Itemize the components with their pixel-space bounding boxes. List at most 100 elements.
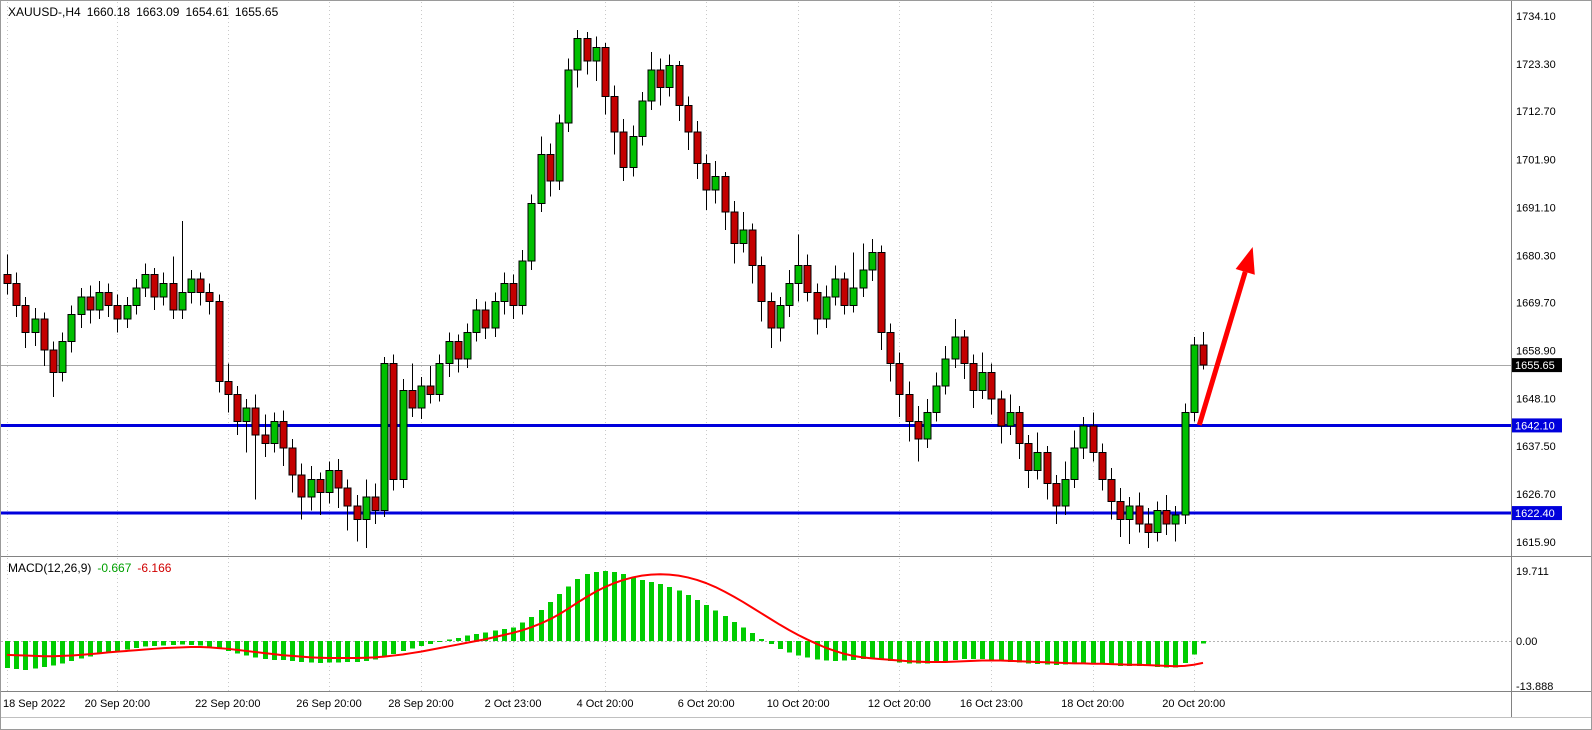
candle-up: [270, 420, 279, 445]
candle-down: [1024, 443, 1033, 471]
candle-down: [721, 176, 730, 213]
macd-histogram-bar: [1109, 641, 1114, 666]
macd-histogram-bar: [115, 641, 120, 651]
macd-histogram-bar: [419, 641, 424, 646]
candle-up: [380, 363, 389, 511]
candle-down: [748, 229, 757, 267]
macd-histogram-bar: [401, 641, 406, 651]
candle-up: [463, 331, 472, 360]
price-axis-tick: 1680.30: [1516, 250, 1556, 262]
macd-histogram-bar: [373, 641, 378, 660]
time-axis-label: 16 Oct 23:00: [960, 698, 1023, 710]
macd-histogram-bar: [198, 641, 203, 646]
macd-histogram-bar: [327, 641, 332, 663]
candle-down: [150, 274, 159, 298]
candle-down: [969, 363, 978, 391]
macd-histogram-bar: [391, 641, 396, 654]
macd-histogram-bar: [69, 641, 74, 661]
candle-up: [77, 296, 86, 316]
macd-histogram-bar: [861, 641, 866, 660]
macd-histogram-bar: [272, 641, 277, 660]
macd-histogram-bar: [686, 594, 691, 641]
time-axis-label: 26 Sep 20:00: [296, 698, 361, 710]
candle-up: [555, 122, 564, 182]
macd-histogram-bar: [33, 641, 38, 669]
symbol-timeframe-label: XAUUSD-,H4: [8, 5, 81, 19]
candle-down: [1135, 505, 1144, 525]
candle-down: [509, 282, 518, 307]
macd-histogram-bar: [824, 641, 829, 661]
macd-histogram-bar: [171, 641, 176, 645]
macd-histogram-bar: [557, 594, 562, 641]
macd-histogram-bar: [1035, 641, 1040, 665]
candle-down: [353, 505, 362, 520]
time-axis-label: 10 Oct 20:00: [767, 698, 830, 710]
candle-up: [629, 136, 638, 169]
macd-histogram-bar: [732, 621, 737, 641]
macd-histogram-bar: [842, 641, 847, 661]
candle-down: [224, 380, 233, 396]
chart-header: XAUUSD-,H4 1660.18 1663.09 1654.61 1655.65: [8, 5, 284, 19]
macd-histogram-bar: [483, 632, 488, 641]
macd-histogram-bar: [750, 633, 755, 641]
candle-up: [537, 153, 546, 204]
macd-name-label: MACD(12,26,9): [8, 561, 92, 575]
candle-down: [693, 131, 702, 164]
macd-main-value: -0.667: [97, 561, 132, 575]
candle-up: [831, 278, 840, 298]
candle-down: [601, 47, 610, 98]
time-axis-label: 2 Oct 23:00: [485, 698, 542, 710]
macd-histogram-bar: [1063, 641, 1068, 665]
close-value: 1655.65: [234, 5, 279, 19]
candle-down: [279, 420, 288, 449]
open-value: 1660.18: [86, 5, 131, 19]
candle-down: [371, 496, 380, 511]
macd-histogram-bar: [934, 641, 939, 663]
candle-down: [583, 38, 592, 62]
macd-histogram-bar: [888, 641, 893, 661]
macd-histogram-bar: [465, 635, 470, 641]
candle-up: [1006, 412, 1015, 427]
macd-histogram-bar: [1072, 641, 1077, 665]
candle-up: [187, 278, 196, 293]
period-separators-grid: [7, 2, 1195, 691]
candle-down: [813, 291, 822, 320]
time-axis-label: 18 Oct 20:00: [1061, 698, 1124, 710]
macd-histogram-bar: [263, 641, 268, 659]
candle-up: [1070, 447, 1079, 480]
candle-up: [1171, 514, 1180, 525]
macd-histogram-bar: [364, 641, 369, 662]
macd-histogram-bar: [667, 587, 672, 641]
macd-histogram-bar: [916, 641, 921, 664]
candle-up: [785, 282, 794, 307]
candle-up: [739, 229, 748, 244]
macd-histogram-bar: [253, 641, 258, 658]
price-axis-tick: 1712.70: [1516, 106, 1556, 118]
trend-arrow-shaft[interactable]: [1196, 271, 1248, 426]
macd-histogram-bar: [980, 641, 985, 660]
candle-down: [251, 407, 260, 436]
candle-down: [49, 349, 58, 373]
macd-histogram-bar: [1118, 641, 1123, 666]
macd-histogram-bar: [235, 641, 240, 654]
candle-down: [1199, 344, 1208, 366]
time-axis-label: 12 Oct 20:00: [868, 698, 931, 710]
macd-histogram-bar: [318, 641, 323, 664]
macd-histogram-bar: [658, 584, 663, 641]
macd-histogram-bar: [907, 641, 912, 664]
macd-histogram-bar: [649, 582, 654, 641]
macd-histogram-bar: [815, 641, 820, 660]
macd-histogram-bar: [336, 641, 341, 663]
trend-arrow-head[interactable]: [1235, 246, 1255, 275]
candle-down: [702, 162, 711, 191]
candles-layer: [3, 29, 1208, 549]
candle-down: [914, 420, 923, 440]
macd-histogram-bar: [971, 641, 976, 659]
macd-histogram-bar: [51, 641, 56, 666]
candle-up: [1061, 478, 1070, 507]
high-value: 1663.09: [136, 5, 180, 19]
macd-axis-tick: 0.00: [1516, 636, 1537, 648]
candle-down: [767, 300, 776, 329]
candle-down: [1107, 478, 1116, 503]
